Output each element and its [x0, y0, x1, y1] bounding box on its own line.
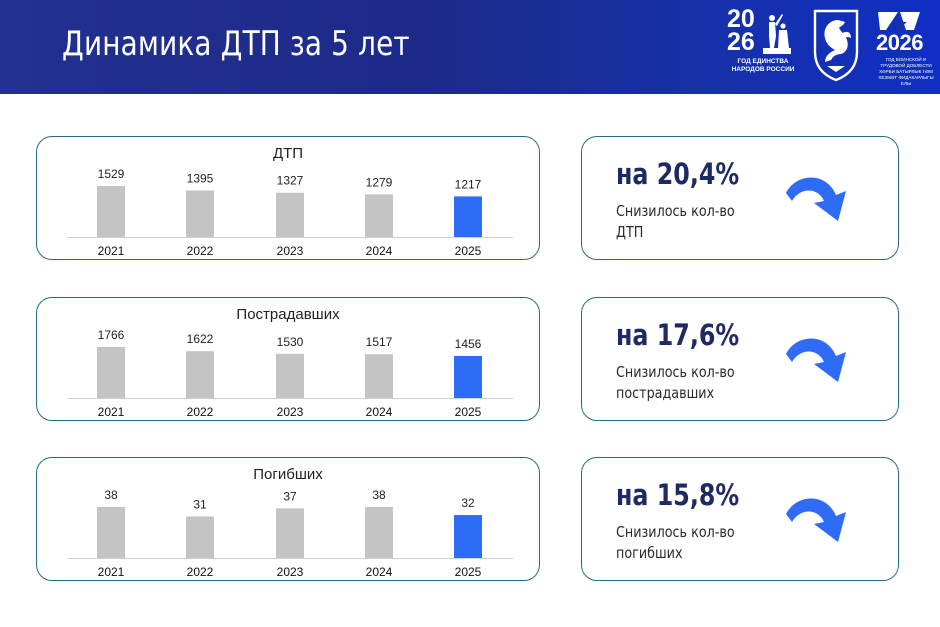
page-title: Динамика ДТП за 5 лет — [62, 24, 410, 64]
bar-chart-killed: 38 2021 31 2022 37 2023 38 2024 32 2025 — [67, 488, 513, 579]
monument-icon — [763, 14, 791, 54]
stat-description: Снизилось кол-во пострадавших — [616, 363, 735, 402]
x-tick-label: 2022 — [187, 565, 214, 579]
chart-title: Погибших — [253, 466, 323, 483]
data-label: 32 — [461, 496, 475, 510]
data-label: 1766 — [98, 328, 125, 342]
bar-2021 — [97, 347, 125, 398]
x-tick-label: 2024 — [366, 565, 393, 579]
x-tick-label: 2021 — [98, 405, 125, 419]
stat-percentage: на 20,4% — [616, 157, 740, 191]
chart-panel-injured: Пострадавших 1766 2021 1622 2022 1530 2023 151… — [36, 297, 540, 421]
x-tick-label: 2025 — [455, 565, 482, 579]
data-label: 1622 — [187, 332, 214, 346]
bar-2023 — [276, 508, 304, 558]
x-tick-label: 2023 — [277, 405, 304, 419]
stat-percentage: на 17,6% — [616, 318, 740, 352]
data-label: 37 — [283, 489, 297, 503]
x-tick-label: 2024 — [366, 405, 393, 419]
x-tick-label: 2021 — [98, 244, 125, 258]
valor-year-logo: 2026 ГОД ВОИНСКОЙ И ТРУДОВОЙ ДОБЛЕСТИ ХӘ… — [870, 6, 940, 90]
data-label: 1517 — [366, 335, 393, 349]
data-label: 38 — [372, 488, 386, 502]
stat-card-killed: на 15,8% Снизилось кол-во погибших — [581, 457, 899, 581]
bar-2024 — [365, 354, 393, 398]
bar-2021 — [97, 507, 125, 558]
x-tick-label: 2023 — [277, 565, 304, 579]
x-tick-label: 2024 — [366, 244, 393, 258]
data-label: 1395 — [187, 171, 214, 185]
x-tick-label: 2022 — [187, 244, 214, 258]
stat-card-accidents: на 20,4% Снизилось кол-во ДТП — [581, 136, 899, 260]
bar-2022 — [186, 190, 214, 237]
data-label: 1456 — [455, 337, 482, 351]
data-label: 1530 — [277, 335, 304, 349]
bar-2024 — [365, 194, 393, 237]
x-tick-label: 2021 — [98, 565, 125, 579]
logo-caption: ГОД ВОИНСКОЙ И ТРУДОВОЙ ДОБЛЕСТИ ХӘРБИ Б… — [878, 57, 934, 86]
stat-description: Снизилось кол-во ДТП — [616, 202, 735, 241]
curved-arrow-down-icon — [786, 338, 846, 382]
bar-2023 — [276, 192, 304, 237]
stat-description: Снизилось кол-во погибших — [616, 523, 735, 562]
bar-chart-injured: 1766 2021 1622 2022 1530 2023 1517 2024 1456 2025 — [67, 328, 513, 419]
x-tick-label: 2022 — [187, 405, 214, 419]
data-label: 1279 — [366, 175, 393, 189]
bar-2025 — [454, 515, 482, 558]
x-tick-label: 2023 — [277, 244, 304, 258]
chart-title: ДТП — [272, 145, 304, 162]
bar-chart-accidents: 1529 2021 1395 2022 1327 2023 1279 2024 1217 2025 — [67, 167, 513, 258]
logo-year-digits: 20 26 — [727, 5, 755, 56]
data-label: 31 — [193, 497, 207, 511]
curved-arrow-down-icon — [786, 177, 846, 221]
bar-2021 — [97, 186, 125, 237]
bar-2025 — [454, 196, 482, 237]
logo-caption: ГОД ЕДИНСТВА НАРОДОВ РОССИИ — [731, 58, 795, 73]
bar-2024 — [365, 507, 393, 558]
x-tick-label: 2025 — [455, 405, 482, 419]
year-of-unity-logo: 20 26 ГОД ЕДИНСТВА НАРОДОВ РОССИИ — [727, 6, 799, 86]
header-banner: Динамика ДТП за 5 лет 20 26 ГОД ЕДИНСТВА… — [0, 0, 940, 94]
chart-panel-killed: Погибших 38 2021 31 2022 37 2023 38 2024 32 2025 — [36, 457, 540, 581]
bar-2022 — [186, 516, 214, 558]
chart-panel-accidents: ДТП 1529 2021 1395 2022 1327 2023 1279 2024 1217… — [36, 136, 540, 260]
star-wings-icon — [878, 12, 920, 32]
x-tick-label: 2025 — [455, 244, 482, 258]
data-label: 1327 — [277, 174, 304, 188]
coat-of-arms-icon — [813, 9, 859, 82]
chart-title: Пострадавших — [236, 306, 340, 323]
data-label: 1217 — [455, 177, 482, 191]
stat-card-injured: на 17,6% Снизилось кол-во пострадавших — [581, 297, 899, 421]
stat-percentage: на 15,8% — [616, 478, 740, 512]
logo-year: 2026 — [876, 30, 923, 55]
data-label: 1529 — [98, 167, 125, 181]
curved-arrow-down-icon — [786, 498, 846, 542]
data-label: 38 — [104, 488, 118, 502]
bar-2025 — [454, 355, 482, 398]
bar-2022 — [186, 351, 214, 398]
bar-2023 — [276, 353, 304, 398]
